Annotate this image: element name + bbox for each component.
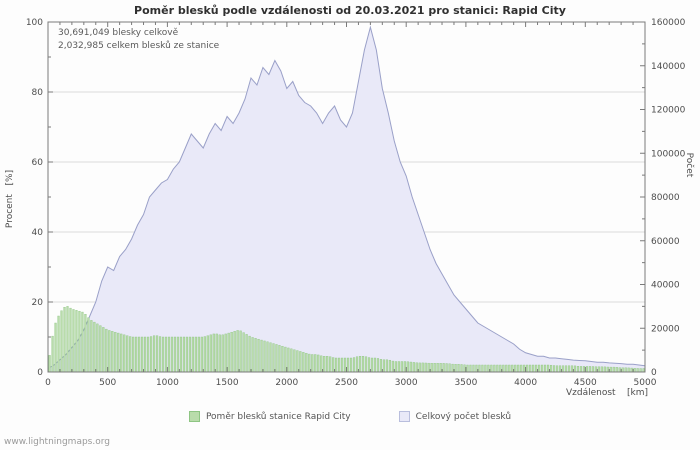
svg-text:500: 500	[99, 378, 116, 388]
svg-text:0: 0	[37, 368, 43, 378]
svg-text:0: 0	[45, 378, 51, 388]
svg-text:4500: 4500	[574, 378, 597, 388]
svg-text:40: 40	[32, 228, 44, 238]
svg-text:60000: 60000	[651, 237, 680, 247]
svg-text:60: 60	[32, 158, 44, 168]
legend: Poměr blesků stanice Rapid City Celkový …	[0, 411, 700, 422]
y-axis-label-left: Procent [%]	[5, 169, 15, 229]
svg-text:100000: 100000	[651, 149, 686, 159]
legend-item-ratio: Poměr blesků stanice Rapid City	[188, 411, 351, 422]
svg-text:140000: 140000	[651, 62, 686, 72]
y-axis-label-right: Počet	[684, 152, 694, 178]
chart-title: Poměr blesků podle vzdálenosti od 20.03.…	[134, 4, 566, 17]
svg-text:40000: 40000	[651, 281, 680, 291]
annotation-station-strikes: 2,032,985 celkem blesků ze stanice	[58, 41, 220, 51]
svg-text:3000: 3000	[395, 378, 418, 388]
svg-text:2000: 2000	[275, 378, 298, 388]
svg-text:5000: 5000	[634, 378, 657, 388]
legend-swatch-ratio	[188, 411, 200, 422]
svg-text:3500: 3500	[454, 378, 477, 388]
svg-text:1000: 1000	[156, 378, 179, 388]
svg-text:4000: 4000	[514, 378, 537, 388]
x-axis-label: Vzdálenost [km]	[565, 388, 648, 398]
legend-label-total: Celkový počet blesků	[415, 411, 512, 422]
svg-text:160000: 160000	[651, 18, 686, 28]
svg-text:0: 0	[651, 368, 657, 378]
svg-text:80: 80	[32, 88, 44, 98]
svg-text:20000: 20000	[651, 324, 680, 334]
svg-text:120000: 120000	[651, 106, 686, 116]
chart-annotations: 30,691,049 blesky celkově 2,032,985 celk…	[58, 27, 219, 53]
legend-label-ratio: Poměr blesků stanice Rapid City	[205, 411, 351, 422]
svg-text:100: 100	[26, 18, 43, 28]
watermark: www.lightningmaps.org	[4, 437, 110, 447]
annotation-total-strikes: 30,691,049 blesky celkově	[58, 28, 179, 38]
svg-text:80000: 80000	[651, 193, 680, 203]
legend-item-total: Celkový počet blesků	[398, 411, 512, 422]
svg-text:20: 20	[32, 298, 44, 308]
legend-swatch-total	[398, 411, 410, 422]
svg-text:1500: 1500	[216, 378, 239, 388]
svg-text:2500: 2500	[335, 378, 358, 388]
